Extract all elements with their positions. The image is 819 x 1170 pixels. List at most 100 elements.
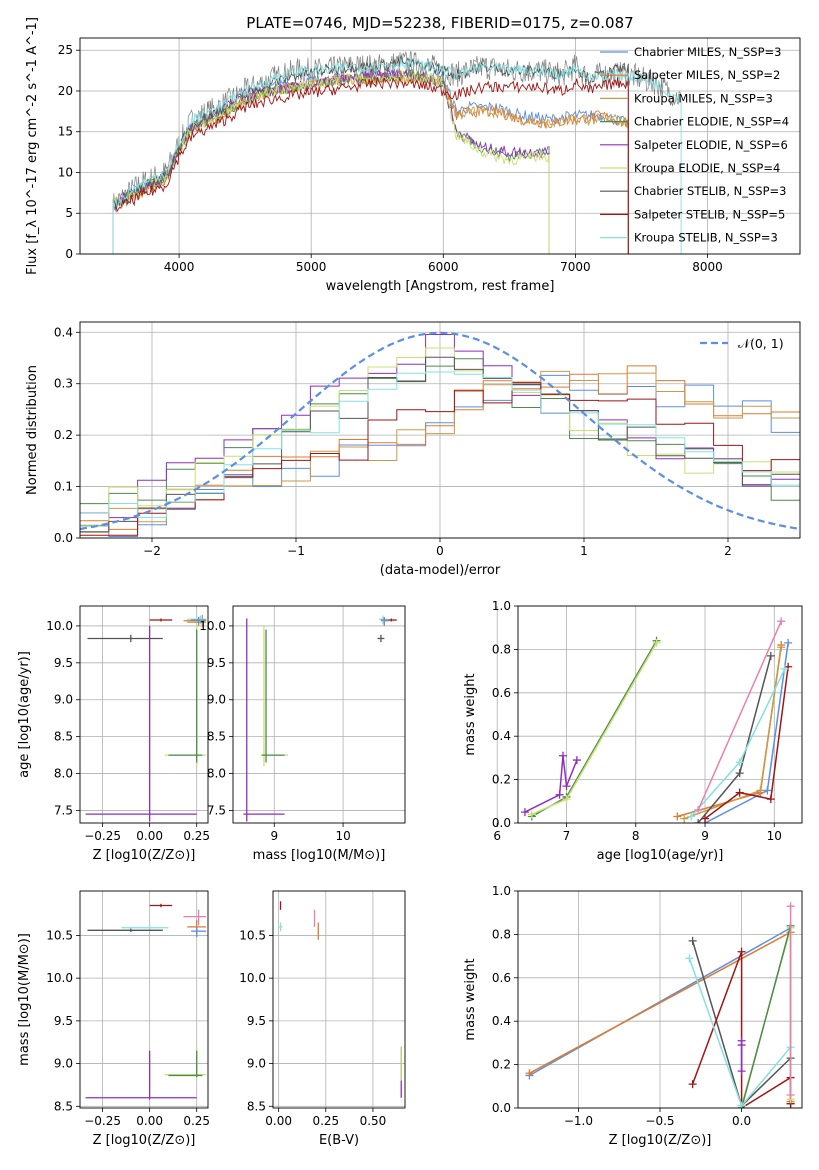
y-tick-label: 10.0 xyxy=(199,619,226,633)
y-tick-label: 8.5 xyxy=(54,730,73,744)
weight-line-10 xyxy=(697,620,782,811)
plot-area xyxy=(525,902,795,1108)
normal-reference-curve xyxy=(80,331,800,531)
plot-area xyxy=(85,903,207,1100)
y-tick-label: 20 xyxy=(58,84,73,98)
reddening-mass-panel: 0.00 0.25 0.50 8.5 9.0 9.5 10.0 10.5 E(B-V) xyxy=(239,890,406,1148)
x-tick-label: 0.25 xyxy=(183,829,210,843)
weight-point xyxy=(680,814,689,823)
weight-point xyxy=(737,1041,746,1050)
weight-point xyxy=(735,758,744,767)
x-tick-label: 4000 xyxy=(164,260,195,274)
axes-frame xyxy=(232,605,406,824)
y-tick-label: 7.5 xyxy=(207,803,226,817)
x-tick-label: 10 xyxy=(335,829,350,843)
y-axis-label: mass weight xyxy=(463,958,478,1040)
weight-line-4 xyxy=(531,640,658,818)
grid xyxy=(518,890,802,1109)
legend-entry: Salpeter STELIB, N_SSP=5 xyxy=(634,207,785,221)
plot-area xyxy=(520,617,793,823)
y-tick-label: 0.2 xyxy=(492,773,511,787)
x-tick-label: 8000 xyxy=(692,260,723,274)
observed-spectrum-line xyxy=(112,51,681,219)
y-tick-label: 9.0 xyxy=(54,1057,73,1071)
legend-entry: Chabrier STELIB, N_SSP=3 xyxy=(634,184,786,198)
x-tick-label: −1 xyxy=(287,544,305,558)
axes-frame xyxy=(79,605,209,824)
y-tick-label: 8.5 xyxy=(54,1099,73,1113)
weight-point xyxy=(780,664,789,673)
weight-point xyxy=(786,1090,795,1099)
residual-histogram-5 xyxy=(80,334,800,519)
y-axis-label: mass [log10(M/M⊙)] xyxy=(17,933,32,1066)
y-tick-label: 10.5 xyxy=(239,928,266,942)
grid xyxy=(233,606,405,823)
y-tick-label: 0.8 xyxy=(492,927,511,941)
x-axis-label: age [log10(age/yr)] xyxy=(597,848,724,863)
x-tick-label: 0.00 xyxy=(136,829,163,843)
x-tick-label: 10 xyxy=(767,829,782,843)
legend-entry: Kroupa MILES, N_SSP=3 xyxy=(634,91,773,105)
y-tick-label: 10.0 xyxy=(46,619,73,633)
plot-area xyxy=(112,51,682,254)
weight-point xyxy=(737,947,746,956)
y-tick-label: 9.5 xyxy=(54,1014,73,1028)
legend-entry: Chabrier ELODIE, N_SSP=4 xyxy=(634,115,789,129)
weight-point xyxy=(687,812,696,821)
y-tick-label: 0.1 xyxy=(54,480,73,494)
y-axis-label: Normed distribution xyxy=(25,365,40,495)
model-spectrum-line-1 xyxy=(112,68,629,254)
x-tick-label: 6 xyxy=(493,829,501,843)
y-tick-label: 0.0 xyxy=(492,1101,511,1115)
legend-entry: Chabrier MILES, N_SSP=3 xyxy=(634,45,781,59)
y-tick-label: 0.0 xyxy=(54,531,73,545)
weight-point xyxy=(527,810,536,819)
y-tick-label: 9.0 xyxy=(207,693,226,707)
axes-frame xyxy=(517,890,803,1109)
y-tick-label: 1.0 xyxy=(492,599,511,613)
y-tick-label: 25 xyxy=(58,43,73,57)
spectrum-panel: 4000 5000 6000 7000 8000 0 5 10 15 20 25 wavelength… xyxy=(25,17,801,294)
weight-line-7 xyxy=(740,925,792,1108)
x-tick-label: −0.5 xyxy=(645,1114,674,1128)
grid xyxy=(273,891,405,1108)
y-tick-label: 0.4 xyxy=(54,325,73,339)
weight-point xyxy=(688,936,697,945)
axes-frame xyxy=(79,37,801,255)
x-tick-label: 0.00 xyxy=(265,1114,292,1128)
weight-line-5 xyxy=(524,755,578,813)
residual-histogram-9 xyxy=(80,371,800,518)
x-tick-label: 9 xyxy=(701,829,709,843)
figure-title: PLATE=0746, MJD=52238, FIBERID=0175, z=0… xyxy=(246,14,633,32)
x-tick-label: 0 xyxy=(436,544,444,558)
residual-histogram-1 xyxy=(80,374,800,537)
metallicity-age-panel: −0.25 0.00 0.25 7.5 8.0 8.5 9.0 9.5 10.0 Z [log10… xyxy=(17,605,210,863)
x-tick-label: 8 xyxy=(632,829,640,843)
x-axis-label: Z [log10(Z/Z⊙)] xyxy=(93,1133,196,1148)
y-axis-label: mass weight xyxy=(463,673,478,755)
y-tick-label: 0.0 xyxy=(492,816,511,830)
weight-point xyxy=(562,795,571,804)
model-spectrum-line-6 xyxy=(112,72,550,254)
legend: Chabrier MILES, N_SSP=3 Salpeter MILES, N… xyxy=(600,45,789,245)
legend-entry: Kroupa ELODIE, N_SSP=4 xyxy=(634,161,780,175)
weight-point xyxy=(784,638,793,647)
residual-histogram-2 xyxy=(80,365,800,530)
plot-area xyxy=(80,331,800,537)
x-tick-label: 0.25 xyxy=(312,1114,339,1128)
x-tick-label: 0.00 xyxy=(136,1114,163,1128)
y-tick-label: 8.5 xyxy=(207,730,226,744)
x-tick-label: −0.25 xyxy=(84,1114,121,1128)
y-tick-label: 0.6 xyxy=(492,971,511,985)
x-tick-label: 7000 xyxy=(560,260,591,274)
weight-point xyxy=(737,1067,746,1076)
y-tick-label: 9.0 xyxy=(54,693,73,707)
weight-point xyxy=(694,805,703,814)
x-tick-label: −2 xyxy=(143,544,161,558)
x-tick-label: 6000 xyxy=(428,260,459,274)
y-tick-label: 8.0 xyxy=(54,767,73,781)
y-tick-label: 0.8 xyxy=(492,642,511,656)
x-tick-label: −1.0 xyxy=(564,1114,593,1128)
weight-point xyxy=(694,819,703,823)
